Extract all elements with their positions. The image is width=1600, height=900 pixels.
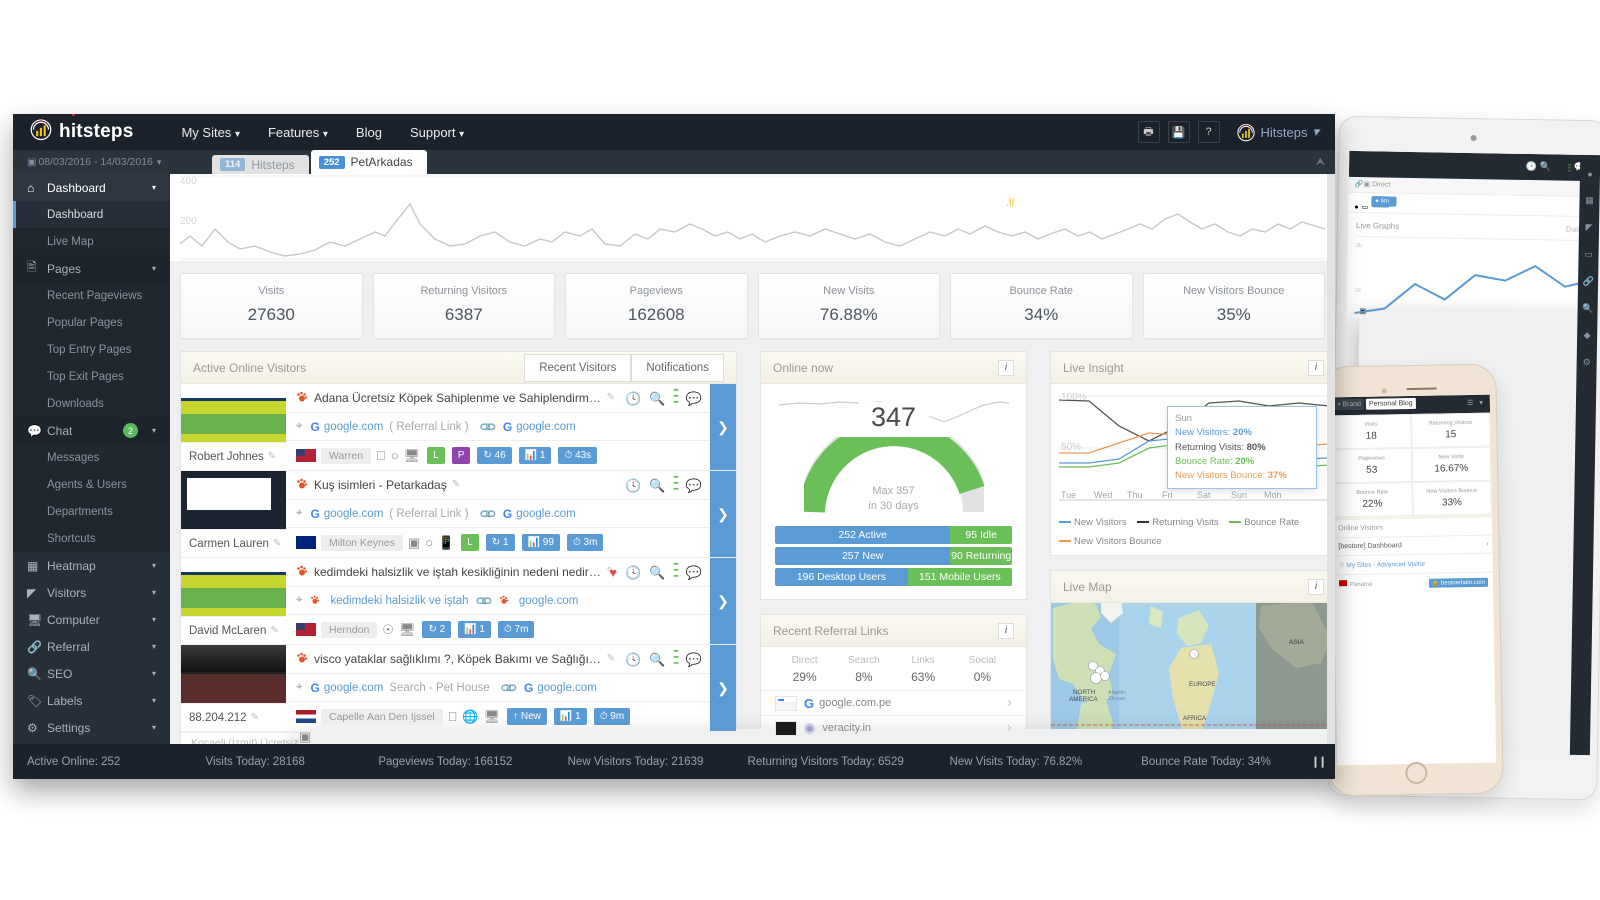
svg-text:Ocean: Ocean bbox=[1109, 696, 1125, 702]
svg-text:Thu: Thu bbox=[1127, 490, 1143, 500]
svg-text:EUROPE: EUROPE bbox=[1189, 681, 1216, 688]
svg-text:Tue: Tue bbox=[1061, 490, 1076, 500]
svg-text:NORTH: NORTH bbox=[1073, 689, 1096, 696]
svg-text:Wed: Wed bbox=[1094, 490, 1112, 500]
svg-text:AFRICA: AFRICA bbox=[1183, 715, 1207, 722]
svg-text:Sun: Sun bbox=[1231, 490, 1247, 500]
svg-text:Fri: Fri bbox=[1162, 490, 1173, 500]
svg-text:AMERICA: AMERICA bbox=[1069, 696, 1098, 703]
svg-text:ASIA: ASIA bbox=[1289, 639, 1304, 646]
svg-text:Mon: Mon bbox=[1264, 490, 1282, 500]
svg-text:.lI: .lI bbox=[1006, 197, 1015, 209]
svg-text:Sat: Sat bbox=[1197, 490, 1211, 500]
